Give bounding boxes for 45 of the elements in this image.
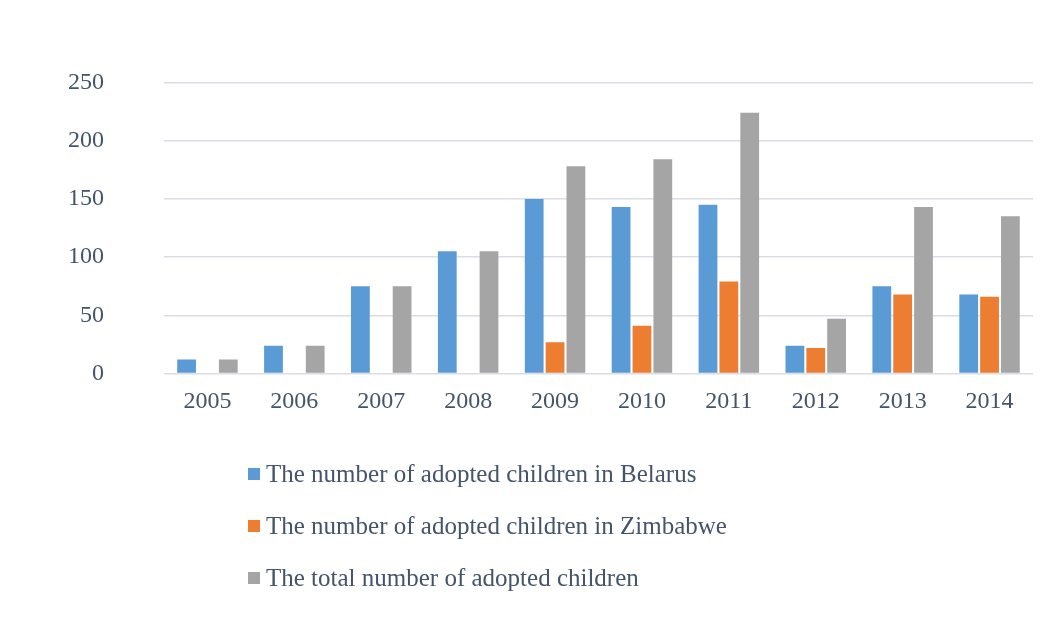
bar (914, 207, 933, 373)
legend-label: The number of adopted children in Zimbabwe (266, 512, 727, 540)
y-tick-label: 100 (68, 242, 104, 269)
bar (632, 325, 652, 373)
bar (1001, 216, 1020, 373)
bar (437, 251, 457, 373)
bar (545, 342, 565, 373)
x-tick-label: 2013 (878, 387, 927, 414)
x-tick-label: 2005 (183, 387, 232, 414)
y-tick-label: 200 (68, 125, 104, 152)
bar (524, 198, 544, 373)
bar (893, 294, 913, 373)
bar (264, 345, 283, 373)
x-tick-label: 2006 (270, 387, 319, 414)
y-tick-label: 150 (68, 184, 104, 211)
bar (611, 207, 631, 373)
bar (719, 281, 739, 373)
bar (566, 166, 586, 373)
bar (479, 251, 499, 373)
bar (392, 286, 412, 373)
y-tick-label: 0 (92, 358, 104, 385)
y-tick-label: 50 (80, 300, 104, 327)
bar (806, 347, 826, 373)
bar (653, 159, 673, 373)
y-tick-label: 250 (68, 67, 104, 94)
bar (305, 345, 325, 373)
bar (872, 286, 892, 373)
x-tick-label: 2014 (965, 387, 1014, 414)
bar (177, 359, 196, 373)
legend-label: The number of adopted children in Belarus (266, 460, 697, 488)
x-tick-label: 2007 (357, 387, 406, 414)
bar (218, 359, 238, 373)
bar (980, 296, 999, 373)
legend-label: The total number of adopted children (266, 564, 639, 592)
x-tick-label: 2008 (444, 387, 493, 414)
bar (827, 318, 846, 373)
bar (698, 204, 718, 373)
x-tick-label: 2009 (531, 387, 580, 414)
bar (959, 294, 979, 373)
bar (785, 345, 805, 373)
x-tick-label: 2011 (705, 387, 753, 414)
x-tick-label: 2012 (791, 387, 840, 414)
x-tick-label: 2010 (617, 387, 666, 414)
bar (740, 112, 760, 373)
bar (351, 286, 370, 373)
